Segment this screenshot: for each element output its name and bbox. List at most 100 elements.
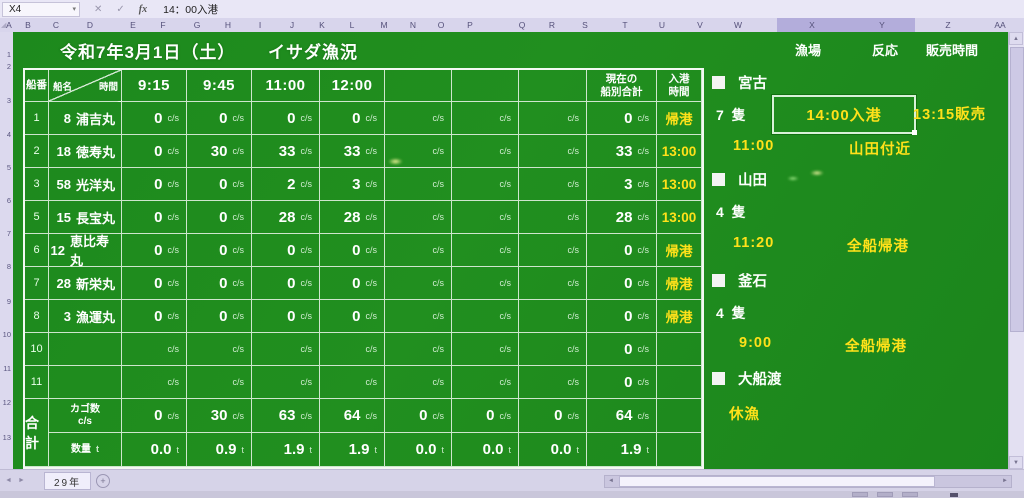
cell-catch[interactable]: 0 c/s [252,234,320,267]
cell-ship-total[interactable]: 33 c/s [587,135,657,168]
column-header-D[interactable]: D [86,20,94,30]
cell-ship-no[interactable]: 8 [25,300,49,333]
column-header-N[interactable]: N [409,20,417,30]
cell-catch[interactable]: c/s [187,366,252,399]
row-header-9[interactable]: 9 [6,297,11,306]
panel-sale[interactable]: 13:15販売 [913,107,987,123]
quantity-label[interactable]: 数量 t [49,433,122,467]
cell-cage-total[interactable]: 63 c/s [252,399,320,433]
cell-catch[interactable]: 3 c/s [320,168,385,201]
cell-cage-total[interactable]: 0 c/s [519,399,587,433]
horizontal-scrollbar[interactable]: ◄ ► [604,475,1012,488]
cell-arrival[interactable]: 帰港 [657,267,702,300]
column-header-F[interactable]: F [160,20,166,30]
cell-ship-no[interactable]: 7 [25,267,49,300]
cell-catch[interactable]: c/s [452,201,519,234]
cell-ship-name[interactable]: 12 恵比寿丸 [49,234,122,268]
cell-ship-name[interactable]: 18 徳寿丸 [49,135,122,168]
cell-ship-total[interactable]: 0 c/s [587,267,657,300]
name-box-dropdown-icon[interactable]: ▾ [72,6,76,13]
cell-qty-total[interactable]: 0.0 t [122,433,187,467]
column-header-A[interactable]: A [6,20,12,30]
cell-catch[interactable]: c/s [519,168,587,201]
column-header-J[interactable]: J [289,20,295,30]
cell-catch[interactable]: 0 c/s [187,102,252,135]
column-header-I[interactable]: I [258,20,262,30]
cell-catch[interactable]: c/s [385,102,452,135]
panel-time[interactable]: 11:00 [733,138,775,154]
column-header-X[interactable]: X [809,20,815,30]
cell-catch[interactable]: c/s [187,333,252,366]
cell-ship-total[interactable]: 0 c/s [587,234,657,267]
cell-catch[interactable]: 28 c/s [252,201,320,234]
row-header-11[interactable]: 11 [3,364,11,373]
header-shipname-time[interactable]: 船名 時間 [49,70,122,102]
cell-catch[interactable]: 0 c/s [122,267,187,300]
vessel-count[interactable]: 4 隻 [716,305,748,321]
cell-catch[interactable]: c/s [452,333,519,366]
row-header-1[interactable]: 1 [6,50,11,59]
cell-arrival[interactable]: 13:00 [657,201,702,234]
cell-qty-total[interactable]: 0.0 t [452,433,519,467]
cell-catch[interactable]: c/s [320,366,385,399]
cell-ship-total[interactable]: 0 c/s [587,366,657,399]
panel-time[interactable]: 9:00 [739,335,773,351]
port-label[interactable]: 釜石 [712,270,767,291]
new-sheet-button[interactable]: + [96,474,110,488]
cell-catch[interactable]: 0 c/s [320,102,385,135]
column-header-U[interactable]: U [658,20,666,30]
cell-catch[interactable]: c/s [452,300,519,333]
cell-cage-total[interactable]: 0 c/s [122,399,187,433]
cell-catch[interactable]: 0 c/s [320,234,385,267]
cell-qty-grand-total[interactable]: 1.9 t [587,433,657,467]
cell-ship-no[interactable]: 3 [25,168,49,201]
scroll-right-icon[interactable]: ► [1002,478,1008,484]
cell-catch[interactable]: 0 c/s [122,234,187,267]
vertical-scrollbar[interactable]: ▲ ▼ [1008,32,1024,469]
cell-cage-total[interactable]: 0 c/s [385,399,452,433]
port-label[interactable]: 宮古 [712,72,767,93]
cell-ship-total[interactable]: 3 c/s [587,168,657,201]
column-header-W[interactable]: W [733,20,743,30]
row-header-3[interactable]: 3 [6,96,11,105]
insert-function-icon[interactable]: fx [138,3,148,15]
cell-ship-name[interactable] [49,333,122,366]
row-header-12[interactable]: 12 [2,398,11,407]
cell-ship-no[interactable]: 5 [25,201,49,234]
port-label[interactable]: 山田 [712,169,767,190]
scroll-left-icon[interactable]: ◄ [608,478,614,484]
cell-catch[interactable]: 0 c/s [122,102,187,135]
cell-cage-total[interactable]: 30 c/s [187,399,252,433]
tab-next-icon[interactable]: ► [18,477,25,484]
page-layout-view-icon[interactable] [877,492,893,497]
cell-catch[interactable]: 0 c/s [187,300,252,333]
cell-catch[interactable]: 0 c/s [122,300,187,333]
cell-ship-no[interactable]: 2 [25,135,49,168]
header-time-9:45[interactable]: 9:45 [187,70,252,102]
cell-catch[interactable]: 0 c/s [187,168,252,201]
scroll-up-icon[interactable]: ▲ [1009,32,1023,45]
cell-qty-total[interactable]: 0.0 t [385,433,452,467]
header-time-12:00[interactable]: 12:00 [320,70,385,102]
cell-cage-total[interactable]: 0 c/s [452,399,519,433]
header-time-blank-5[interactable] [452,70,519,102]
cell-catch[interactable]: c/s [519,300,587,333]
cell-catch[interactable]: 0 c/s [122,168,187,201]
cell-catch[interactable]: 0 c/s [320,300,385,333]
cell-arrival[interactable]: 帰港 [657,102,702,135]
cell-catch[interactable]: c/s [252,366,320,399]
cell-ship-name[interactable]: 15 長宝丸 [49,201,122,234]
cell-qty-total[interactable]: 1.9 t [320,433,385,467]
cell-catch[interactable]: c/s [452,168,519,201]
cancel-icon[interactable]: ✕ [94,3,103,15]
cell-arrival[interactable]: 13:00 [657,135,702,168]
panel-header[interactable]: 反応 [872,43,899,58]
header-time-blank-6[interactable] [519,70,587,102]
cell-ship-no[interactable]: 1 [25,102,49,135]
horizontal-scroll-thumb[interactable] [619,476,935,487]
cell-arrival[interactable] [657,366,702,399]
cage-count-label[interactable]: カゴ数 c/s [49,399,122,433]
cell-arrival[interactable]: 帰港 [657,300,702,333]
column-header-C[interactable]: C [52,20,60,30]
cell-catch[interactable]: c/s [122,333,187,366]
